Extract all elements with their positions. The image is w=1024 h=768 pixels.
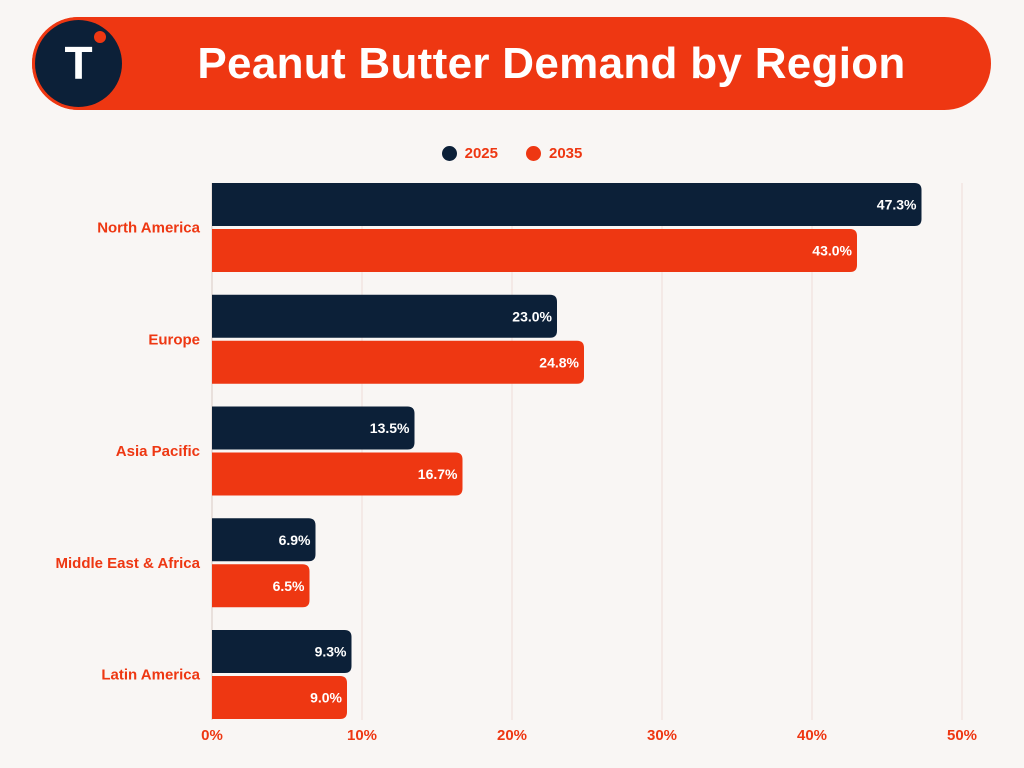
- chart-title: Peanut Butter Demand by Region: [197, 39, 906, 88]
- bar-2035: [212, 452, 463, 496]
- data-label-2025: 23.0%: [512, 308, 552, 324]
- data-label-2035: 24.8%: [539, 354, 579, 370]
- x-tick-label: 0%: [201, 727, 223, 744]
- legend-item-2025: 2025: [441, 145, 498, 162]
- legend-label-2035: 2035: [549, 145, 583, 162]
- title-banner: Peanut Butter Demand by Region: [32, 17, 991, 110]
- data-label-2035: 6.5%: [273, 578, 305, 594]
- bar-2025: [212, 518, 316, 562]
- x-tick-label: 30%: [647, 727, 677, 744]
- bar-2025: [212, 406, 415, 450]
- bar-2035: [212, 564, 310, 608]
- category-label: North America: [97, 220, 200, 237]
- data-label-2035: 16.7%: [418, 466, 458, 482]
- bar-2025: [212, 183, 922, 226]
- data-label-2035: 43.0%: [812, 243, 852, 259]
- x-tick-label: 10%: [347, 727, 377, 744]
- data-label-2025: 6.9%: [279, 532, 311, 548]
- x-tick-label: 40%: [797, 727, 827, 744]
- logo-letter: T: [64, 37, 93, 89]
- legend-swatch-2025: [441, 146, 457, 161]
- bar-2035: [212, 676, 347, 719]
- data-label-2025: 47.3%: [877, 197, 917, 213]
- data-label-2025: 9.3%: [315, 644, 347, 660]
- brand-logo: T: [32, 17, 125, 110]
- bar-2035: [212, 340, 584, 384]
- data-label-2035: 9.0%: [310, 690, 342, 706]
- category-label: Latin America: [101, 667, 200, 684]
- bar-2025: [212, 294, 557, 338]
- bar-2035: [212, 229, 857, 272]
- legend-item-2035: 2035: [526, 145, 582, 162]
- category-label: Asia Pacific: [116, 443, 200, 460]
- category-label: Europe: [148, 331, 200, 348]
- legend-swatch-2035: [526, 146, 541, 161]
- legend-label-2025: 2025: [464, 145, 498, 162]
- x-tick-label: 20%: [497, 727, 527, 744]
- logo-circle: T: [35, 20, 122, 107]
- chart-legend: 2025 2035: [0, 145, 1024, 162]
- x-tick-label: 50%: [947, 727, 977, 744]
- category-label: Middle East & Africa: [56, 555, 201, 572]
- data-label-2025: 13.5%: [370, 420, 410, 436]
- bar-2025: [212, 630, 352, 673]
- logo-dot: [94, 31, 106, 43]
